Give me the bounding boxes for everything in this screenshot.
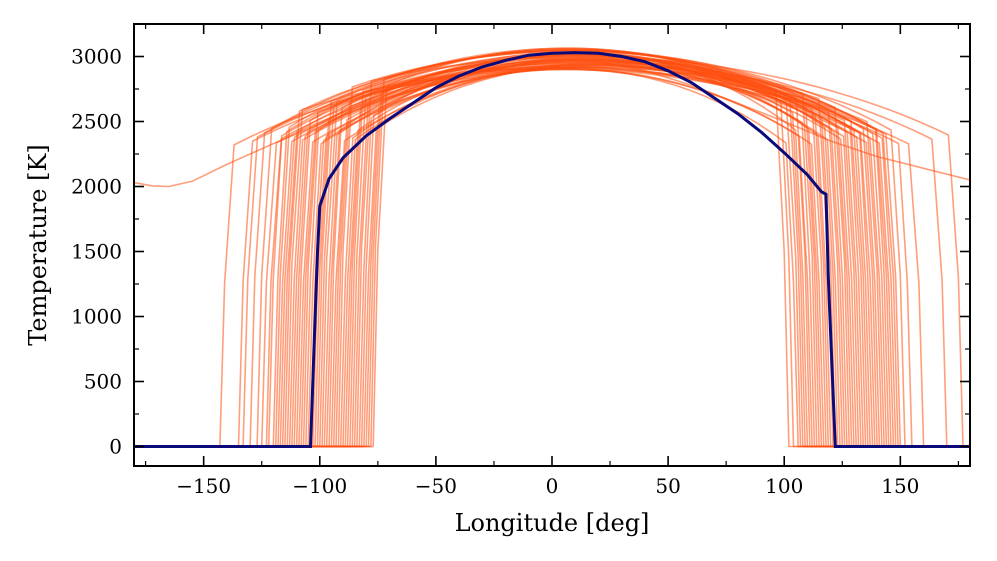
ensemble-profile-line (134, 63, 970, 448)
highlighted-profile-line (134, 51, 970, 448)
ensemble-profile-line (134, 49, 970, 448)
y-tick-label: 1000 (71, 305, 122, 329)
x-tick-label: −150 (176, 474, 231, 498)
ensemble-profiles (134, 47, 970, 448)
ensemble-profile-line (134, 58, 970, 448)
y-tick-label: 0 (109, 435, 122, 459)
y-axis-ticks: 0 500 1000 1500 2000 2500 3000 (71, 45, 970, 459)
y-tick-label: 3000 (71, 45, 122, 69)
y-tick-label: 1500 (71, 240, 122, 264)
x-tick-label: 100 (765, 474, 803, 498)
wide-profile-line (134, 58, 970, 188)
y-tick-label: 2000 (71, 175, 122, 199)
x-axis-ticks: −150 −100 −50 0 50 100 150 (145, 24, 959, 498)
x-tick-label: 50 (655, 474, 680, 498)
y-axis-label: Temperature [K] (24, 144, 52, 346)
x-tick-label: 150 (881, 474, 919, 498)
x-tick-label: 0 (546, 474, 559, 498)
x-axis-label: Longitude [deg] (455, 509, 650, 537)
x-tick-label: −100 (292, 474, 347, 498)
highlighted-series (134, 51, 970, 448)
y-tick-label: 2500 (71, 110, 122, 134)
x-tick-label: −50 (415, 474, 457, 498)
y-tick-label: 500 (84, 370, 122, 394)
